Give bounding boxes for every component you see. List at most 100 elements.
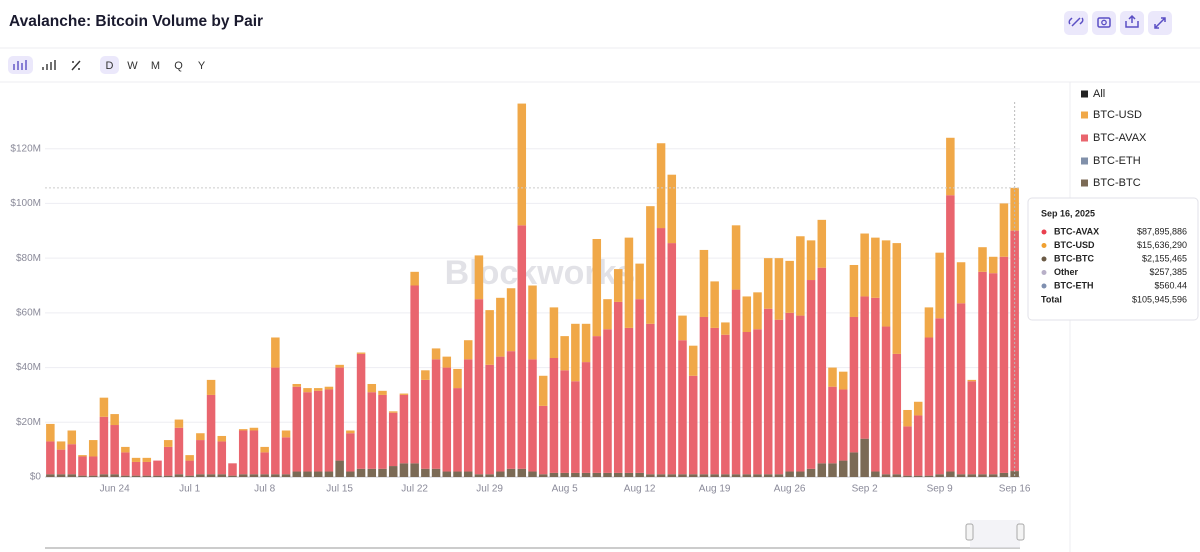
period-button[interactable]: W (127, 60, 138, 72)
bar-segment (710, 474, 719, 477)
bar-segment (196, 433, 205, 441)
period-button[interactable]: Q (174, 60, 183, 72)
bar-segment (646, 474, 655, 477)
bar-segment (249, 474, 259, 477)
tooltip-value: $2,155,465 (1142, 253, 1187, 263)
bar-segment (721, 334, 730, 475)
bar-segment (635, 299, 644, 473)
bar-segment (110, 425, 119, 475)
embed-icon (1125, 14, 1139, 28)
bar-segment (774, 319, 784, 475)
bar-segment (410, 463, 419, 477)
bar-segment (88, 440, 98, 457)
bar-segment (78, 475, 87, 477)
bar-segment (538, 474, 548, 477)
bar-segment (785, 471, 794, 477)
legend-label[interactable]: BTC-BTC (1093, 177, 1141, 189)
bar-segment (763, 474, 773, 477)
bar-segment (956, 474, 966, 477)
watermark: Blockworks (445, 254, 636, 292)
camera-button[interactable] (1092, 11, 1116, 35)
x-tick-label: Aug 26 (774, 484, 806, 495)
legend-swatch (1081, 111, 1088, 119)
bar-segment (388, 466, 398, 477)
bar-segment (388, 412, 398, 467)
tooltip-total-label: Total (1041, 294, 1062, 304)
bar-segment (163, 475, 173, 477)
bar-segment (142, 461, 152, 476)
tooltip-name: BTC-BTC (1054, 253, 1094, 263)
bar-segment (838, 371, 848, 390)
stacked-icon[interactable] (42, 60, 56, 70)
tooltip-value: $87,895,886 (1137, 226, 1187, 236)
bar-segment (517, 103, 527, 226)
navigator-window[interactable] (970, 520, 1020, 548)
bar-segment (238, 429, 248, 431)
x-tick-label: Jul 22 (401, 484, 428, 495)
bar-segment (678, 340, 687, 475)
bar-segment (346, 430, 355, 434)
bar-segment (528, 359, 537, 472)
bar-segment (571, 472, 580, 477)
bar-segment (185, 460, 194, 476)
bar-segment (549, 357, 559, 473)
bar-segment (153, 475, 162, 477)
bar-segment (388, 411, 398, 413)
x-tick-label: Aug 19 (699, 484, 731, 495)
x-tick-label: Sep 2 (852, 484, 879, 495)
period-button[interactable]: Y (198, 60, 206, 72)
bar-segment (46, 474, 55, 477)
bar-segment (603, 472, 612, 477)
bar-segment (99, 416, 109, 475)
bar-segment (292, 383, 302, 387)
tooltip-value: $257,385 (1149, 267, 1187, 277)
navigator-handle[interactable] (1016, 523, 1025, 541)
period-selected[interactable] (100, 56, 119, 74)
bar-segment (571, 323, 580, 382)
bar-segment (453, 388, 462, 472)
bar-segment (163, 440, 173, 447)
tooltip-name: BTC-AVAX (1054, 226, 1099, 236)
navigator-handle[interactable] (965, 523, 974, 541)
bar-segment (699, 474, 709, 477)
legend-label[interactable]: BTC-AVAX (1093, 132, 1147, 144)
bar-segment (946, 195, 955, 472)
bar-segment (978, 247, 987, 272)
x-tick-label: Jul 1 (179, 484, 201, 495)
bar-segment (496, 356, 505, 472)
bar-segment (99, 474, 109, 477)
bar-segment (217, 435, 227, 442)
bar-segment (485, 364, 494, 475)
bar-segment (656, 143, 666, 229)
legend-swatch (1081, 90, 1088, 98)
bar-segment (121, 475, 130, 477)
legend-label[interactable]: BTC-USD (1093, 109, 1142, 121)
bar-segment (485, 474, 494, 477)
bar-segment (271, 337, 280, 368)
legend-label[interactable]: BTC-ETH (1093, 155, 1141, 167)
percent-icon[interactable] (71, 60, 81, 71)
bar-segment (603, 299, 612, 330)
bar-segment (399, 394, 409, 464)
bar-segment (946, 471, 955, 477)
bar-segment (431, 468, 441, 477)
bar-segment (506, 468, 516, 477)
period-button[interactable]: M (151, 60, 160, 72)
bar-segment (206, 394, 216, 475)
bar-segment (56, 474, 66, 477)
bar-segment (688, 375, 698, 475)
bar-segment (271, 367, 280, 475)
bar-segment (549, 307, 559, 358)
bar-segment (249, 427, 259, 431)
bar-segment (474, 299, 484, 475)
bar-segment (367, 383, 377, 393)
bar-segment (110, 474, 119, 477)
legend-label[interactable]: All (1093, 88, 1105, 100)
bar-segment (892, 353, 902, 475)
bar-type-button[interactable] (8, 56, 33, 74)
bar-segment (463, 340, 473, 360)
bar-segment (838, 389, 848, 461)
period-button[interactable]: D (106, 60, 114, 72)
tooltip-dot (1041, 270, 1047, 275)
